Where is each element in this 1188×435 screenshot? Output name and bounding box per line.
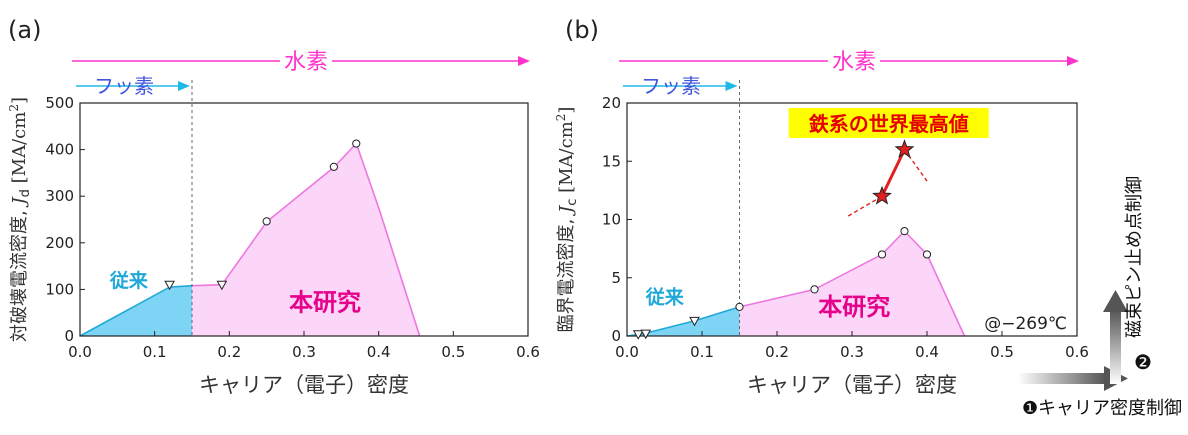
- panel-label-b: (b): [565, 16, 599, 44]
- y-axis-label-symbol-a: J: [9, 196, 30, 209]
- chart-panel-b: (b) 水素 フッ素 0.0 0.1 0.2 0.3 0.4 0.5 0.605101520…: [554, 16, 1089, 397]
- y-axis-label-prefix-b: 臨界電流密度,: [556, 213, 577, 332]
- data-point-circle: [900, 227, 909, 236]
- y-axis-label-unit-b: [MA/cm: [556, 121, 577, 198]
- y-axis-label-symbol-b: J: [556, 204, 577, 217]
- y-axis-label-unit-a: [MA/cm: [9, 112, 30, 189]
- data-point-circle: [735, 302, 744, 311]
- x-tick-label: 0.1: [143, 343, 167, 361]
- data-point-circle: [922, 250, 932, 259]
- study-line-b: [739, 229, 966, 337]
- panel-label-a: (a): [8, 16, 41, 44]
- control-arrows: ❶キャリア密度制御 ❷ 磁束ピン止め点制御: [1018, 176, 1182, 419]
- data-point-circle: [877, 250, 887, 259]
- conventional-area-a: [80, 285, 192, 336]
- hydrogen-label-bg-a: [280, 48, 332, 74]
- pinning-control-number: ❷: [1134, 350, 1152, 374]
- data-point-circle: [352, 139, 361, 148]
- markers-a: [164, 139, 361, 291]
- study-label-b: 本研究: [818, 293, 890, 321]
- record-star: [894, 139, 915, 159]
- hydrogen-arrow-head-a: [518, 56, 530, 66]
- conventional-area-b: [627, 306, 740, 336]
- x-tick-label: 0.0: [615, 343, 639, 361]
- y-tick-label: 15: [602, 152, 621, 170]
- data-point-circle: [329, 162, 338, 171]
- y-axis-label-unit-end-b: ]: [556, 107, 577, 114]
- x-tick-label: 0.5: [441, 343, 465, 361]
- x-tick-label: 0.6: [1065, 343, 1089, 361]
- x-tick-label: 0.4: [367, 343, 391, 361]
- pinning-control-arrow-head: [1103, 290, 1128, 312]
- pinning-control-label: 磁束ピン止め点制御: [1124, 176, 1145, 338]
- y-axis-label-subscript-a: d: [18, 189, 33, 197]
- pinning-control-arrow-shaft: [1110, 310, 1121, 384]
- y-axis-label-superscript-b: 2: [554, 114, 568, 122]
- data-point-circle: [262, 217, 271, 226]
- data-point-triangle: [164, 280, 175, 291]
- carrier-control-text: キャリア密度制御: [1038, 398, 1182, 419]
- x-tick-label: 0.3: [292, 343, 316, 361]
- y-tick-label: 5: [611, 269, 621, 287]
- y-axis-label-prefix-a: 対破壊電流密度,: [9, 205, 30, 342]
- fluorine-arrow-head-a: [178, 81, 190, 91]
- data-point-circle: [810, 285, 819, 294]
- fluorine-label-b: フッ素: [641, 74, 701, 98]
- data-point-triangle: [689, 316, 700, 327]
- data-point-triangle: [216, 280, 228, 291]
- x-axis-label-a: キャリア（電子）密度: [199, 373, 409, 397]
- fluorine-arrow-head-b: [725, 81, 738, 91]
- x-tick-label: 0.1: [690, 343, 714, 361]
- record-trend-dashed-line: [847, 195, 883, 217]
- fluorine-label-a: フッ素: [94, 74, 154, 98]
- x-tick-label: 0.4: [915, 343, 939, 361]
- y-tick-label: 20: [602, 94, 621, 112]
- carrier-control-number: ❶: [1022, 398, 1038, 419]
- carrier-control-arrow-shaft: [1018, 373, 1106, 384]
- x-tick-label: 0.0: [68, 343, 92, 361]
- x-axis-label-b: キャリア（電子）密度: [747, 373, 957, 397]
- markers-b: [632, 227, 932, 340]
- x-tick-label: 0.5: [990, 343, 1014, 361]
- record-highlight-label: 鉄系の世界最高値: [809, 112, 969, 136]
- hydrogen-label-b: 水素: [832, 50, 876, 75]
- y-axis-label-subscript-b: c: [565, 199, 580, 206]
- y-tick-label: 400: [45, 141, 74, 159]
- temperature-label: @−269℃: [984, 314, 1067, 334]
- y-axis-label-a: 対破壊電流密度, Jd [MA/cm2]: [7, 97, 33, 342]
- study-label-a: 本研究: [289, 288, 361, 316]
- study-area-b: [739, 231, 965, 336]
- record-star: [872, 185, 892, 205]
- study-area-a: [192, 143, 420, 336]
- hydrogen-label-bg-b: [828, 48, 880, 74]
- data-point-triangle: [640, 329, 652, 340]
- record-trend-line: [880, 148, 906, 197]
- chart-panel-a: (a) 水素 フッ素 0.0 0.1 0.2 0.3 0.4 0.5 0.6 0 100 200 3…: [7, 16, 540, 397]
- y-tick-label: 500: [45, 94, 74, 112]
- record-stars-b: [847, 139, 928, 217]
- y-tick-label: 0: [611, 327, 621, 345]
- axis-ticks-b: 0.0 0.1 0.2 0.3 0.4 0.5 0.6 0 5 10 15 20: [602, 94, 1089, 361]
- hydrogen-label-a: 水素: [284, 50, 328, 75]
- y-tick-label: 300: [45, 187, 74, 205]
- y-tick-label: 200: [45, 234, 74, 252]
- y-axis-label-b: 臨界電流密度, Jc [MA/cm2]: [554, 107, 580, 333]
- data-point-triangle: [632, 330, 644, 340]
- y-axis-label-superscript-a: 2: [7, 104, 21, 112]
- x-tick-label: 0.2: [217, 343, 241, 361]
- carrier-control-label: ❶キャリア密度制御: [1022, 398, 1182, 419]
- y-tick-label: 100: [45, 280, 74, 298]
- hydrogen-arrow-head-b: [1067, 56, 1079, 66]
- conventional-label-a: 従来: [109, 269, 148, 292]
- x-tick-label: 0.2: [765, 343, 789, 361]
- x-tick-label: 0.3: [840, 343, 864, 361]
- y-tick-label: 0: [64, 327, 74, 345]
- y-axis-label-unit-end-a: ]: [9, 97, 30, 104]
- x-tick-label: 0.6: [516, 343, 540, 361]
- axis-ticks-a: 0.0 0.1 0.2 0.3 0.4 0.5 0.6 0 100 200 300 400 500: [45, 94, 540, 361]
- conventional-label-b: 従来: [645, 285, 684, 308]
- record-highlight-bg: [788, 107, 989, 138]
- y-tick-label: 10: [602, 211, 621, 229]
